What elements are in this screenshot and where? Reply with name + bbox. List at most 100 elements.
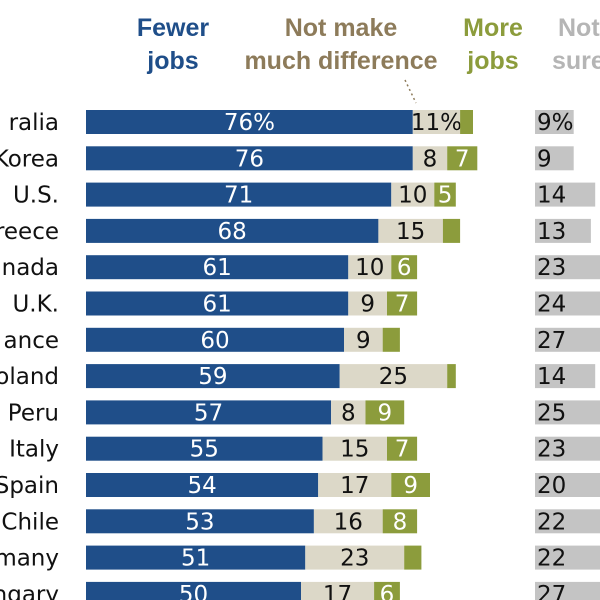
- bar-more-france: [382, 327, 400, 352]
- data-label-fewer-hungary: 50: [179, 582, 208, 600]
- bar-not-make-germany: [305, 545, 405, 570]
- data-label-not-sure-italy: 23: [537, 437, 566, 463]
- bar-fewer-spain: [86, 473, 319, 497]
- bar-not-sure-germany: [535, 545, 600, 570]
- data-label-not-make-australia: 11%: [411, 110, 462, 136]
- header-fewer-line1: Fewer: [137, 14, 210, 42]
- bar-fewer-greece: [86, 218, 379, 243]
- bar-more-italy: [387, 436, 418, 461]
- bar-fewer-u-s: [86, 182, 392, 207]
- bar-more-u-k: [387, 291, 418, 316]
- data-label-not-sure-s-korea: 9: [537, 146, 552, 172]
- data-label-fewer-chile: 53: [185, 509, 214, 535]
- data-label-fewer-spain: 54: [187, 473, 216, 499]
- data-label-fewer-u-s: 71: [224, 183, 253, 209]
- data-label-fewer-poland: 59: [198, 364, 227, 390]
- bar-fewer-s-korea: [86, 146, 413, 171]
- data-label-more-peru: 9: [378, 400, 393, 426]
- data-label-not-make-poland: 25: [379, 364, 408, 390]
- bar-not-make-hungary: [301, 581, 375, 600]
- bar-fewer-hungary: [86, 581, 301, 600]
- data-label-fewer-italy: 55: [190, 437, 219, 463]
- bar-more-u-s: [434, 182, 456, 207]
- bar-not-make-greece: [378, 218, 443, 243]
- data-label-not-make-spain: 17: [340, 473, 369, 499]
- bar-not-make-australia: [412, 110, 461, 134]
- data-label-more-s-korea: 7: [455, 146, 470, 172]
- header-not-make-line2: much difference: [244, 47, 437, 75]
- data-label-fewer-australia: 76%: [224, 110, 275, 136]
- data-label-not-make-germany: 23: [340, 546, 369, 572]
- data-label-not-sure-u-k: 24: [537, 292, 566, 318]
- data-label-more-spain: 9: [403, 473, 418, 499]
- bar-fewer-chile: [86, 509, 314, 534]
- bar-not-make-italy: [322, 436, 387, 461]
- data-label-fewer-peru: 57: [194, 400, 223, 426]
- bar-not-sure-spain: [535, 473, 600, 497]
- bar-not-sure-france: [535, 327, 600, 352]
- data-label-fewer-greece: 68: [218, 219, 247, 245]
- data-label-not-sure-poland: 14: [537, 364, 566, 390]
- data-label-fewer-canada: 61: [203, 255, 232, 281]
- category-label-france: ance: [4, 328, 59, 354]
- bar-fewer-italy: [86, 436, 323, 461]
- bar-not-sure-italy: [535, 436, 600, 461]
- bar-not-sure-poland: [535, 364, 596, 389]
- bar-more-peru: [365, 400, 405, 425]
- bar-more-greece: [442, 218, 461, 243]
- bar-more-spain: [391, 473, 430, 497]
- header-more-line2: jobs: [466, 47, 518, 75]
- data-label-not-sure-australia: 9%: [537, 110, 574, 136]
- category-label-poland: oland: [0, 364, 59, 390]
- bar-not-sure-chile: [535, 509, 600, 534]
- header-fewer-line2: jobs: [146, 47, 198, 75]
- bar-fewer-australia: [86, 110, 413, 134]
- bar-more-chile: [382, 509, 418, 534]
- data-label-not-sure-peru: 25: [537, 400, 566, 426]
- bar-more-germany: [404, 545, 422, 570]
- bar-not-sure-s-korea: [535, 146, 574, 171]
- category-label-hungary: ngary: [0, 582, 59, 600]
- bar-not-sure-canada: [535, 255, 600, 280]
- bar-fewer-canada: [86, 255, 349, 280]
- bar-not-sure-u-s: [535, 182, 596, 207]
- bar-fewer-u-k: [86, 291, 349, 316]
- header-leader-line: [404, 79, 417, 104]
- bar-not-make-u-s: [391, 182, 435, 207]
- category-label-spain: Spain: [0, 473, 59, 499]
- category-label-u-s: U.S.: [13, 183, 59, 209]
- bar-not-sure-hungary: [535, 581, 600, 600]
- category-label-germany: many: [0, 546, 59, 572]
- data-label-not-make-peru: 8: [341, 400, 356, 426]
- bar-not-make-s-korea: [412, 146, 448, 171]
- data-label-not-make-canada: 10: [355, 255, 384, 281]
- data-label-not-sure-greece: 13: [537, 219, 566, 245]
- bar-fewer-germany: [86, 545, 306, 570]
- data-label-more-u-k: 7: [395, 292, 410, 318]
- bar-not-sure-australia: [535, 110, 574, 134]
- data-label-not-sure-france: 27: [537, 328, 566, 354]
- data-label-more-canada: 6: [397, 255, 412, 281]
- category-label-australia: ralia: [9, 110, 59, 136]
- category-label-italy: Italy: [9, 437, 59, 463]
- bar-fewer-poland: [86, 364, 340, 389]
- category-label-u-k: U.K.: [12, 292, 59, 318]
- bar-fewer-france: [86, 327, 344, 352]
- bar-not-make-france: [344, 327, 383, 352]
- data-label-not-make-france: 9: [356, 328, 371, 354]
- header-not-sure-line1: Not: [558, 14, 600, 42]
- bar-not-sure-u-k: [535, 291, 600, 316]
- header-not-sure-line2: sure: [552, 47, 600, 75]
- bar-not-sure-peru: [535, 400, 600, 425]
- bar-not-make-spain: [318, 473, 392, 497]
- data-label-not-make-u-s: 10: [398, 183, 427, 209]
- data-label-not-sure-chile: 22: [537, 509, 566, 535]
- bar-fewer-peru: [86, 400, 332, 425]
- bar-more-canada: [391, 255, 418, 280]
- bar-more-australia: [460, 110, 473, 134]
- data-label-fewer-u-k: 61: [203, 292, 232, 318]
- data-label-not-make-s-korea: 8: [423, 146, 438, 172]
- data-label-more-chile: 8: [393, 509, 408, 535]
